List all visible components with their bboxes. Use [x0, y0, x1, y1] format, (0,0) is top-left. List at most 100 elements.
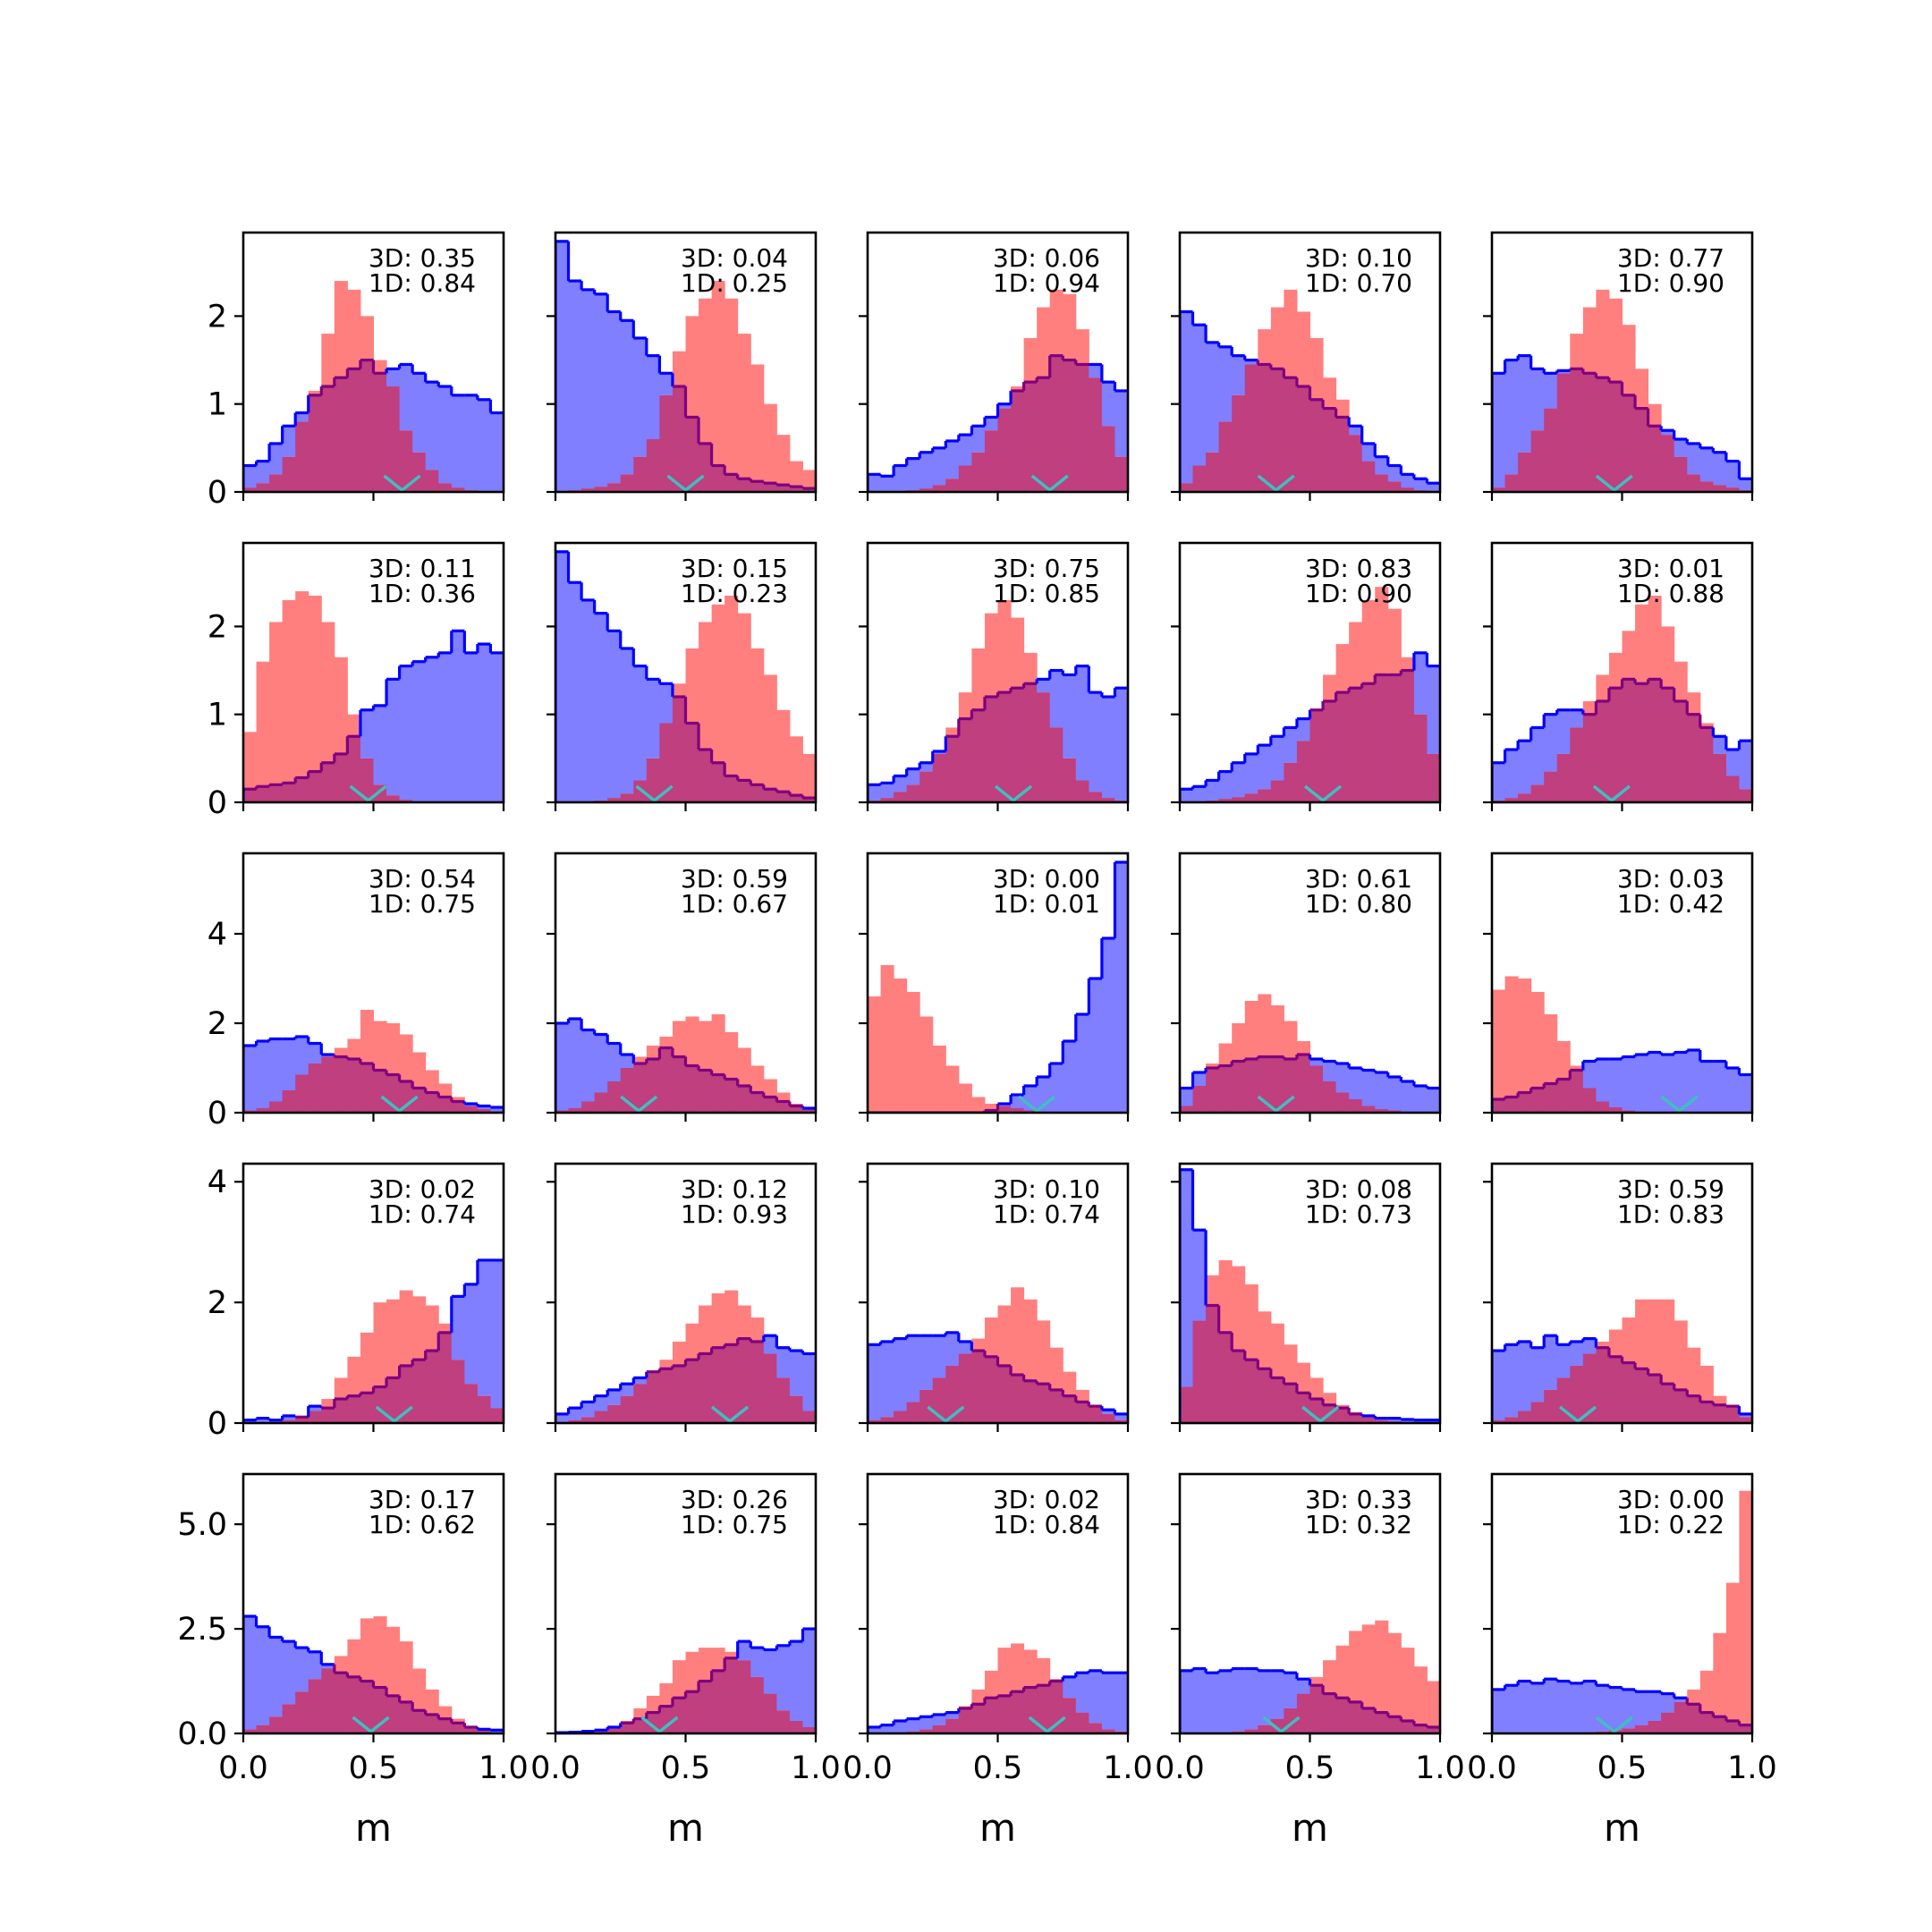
- red-bar: [672, 1021, 686, 1057]
- red-bar: [958, 1083, 972, 1113]
- overlap-bar: [399, 1081, 413, 1113]
- blue-bar: [1648, 1052, 1662, 1113]
- red-bar: [1687, 692, 1701, 715]
- annotation-1d: 1D: 0.85: [993, 579, 1100, 608]
- overlap-bar: [334, 1056, 348, 1113]
- blue-bar: [776, 1347, 791, 1378]
- red-bar: [971, 1097, 986, 1113]
- blue-bar: [295, 412, 309, 422]
- overlap-bar: [763, 789, 777, 802]
- overlap-bar: [607, 1081, 622, 1113]
- red-bar: [711, 281, 725, 466]
- blue-bar: [295, 1648, 309, 1692]
- red-bar: [1661, 626, 1675, 689]
- annotation-1d: 1D: 0.73: [1305, 1199, 1412, 1229]
- overlap-bar: [1037, 1685, 1051, 1733]
- blue-bar: [1218, 1670, 1233, 1733]
- red-bar: [1023, 1649, 1038, 1688]
- annotation-1d: 1D: 0.83: [1617, 1199, 1724, 1229]
- blue-bar: [1713, 452, 1727, 486]
- overlap-bar: [776, 485, 791, 492]
- blue-bar: [1713, 736, 1727, 754]
- blue-bar: [1725, 750, 1740, 776]
- x-axis-label: m: [1604, 1806, 1640, 1850]
- blue-bar: [1622, 1056, 1636, 1111]
- red-bar: [334, 1656, 348, 1674]
- overlap-bar: [607, 798, 622, 802]
- overlap-bar: [1661, 1384, 1675, 1423]
- blue-bar: [1309, 1059, 1324, 1066]
- overlap-bar: [399, 430, 413, 492]
- red-bar: [1075, 1389, 1089, 1402]
- blue-bar: [633, 665, 648, 781]
- estimate-marker: [1257, 1095, 1295, 1113]
- blue-bar: [1725, 461, 1740, 488]
- overlap-bar: [1037, 692, 1051, 802]
- blue-bar: [308, 1651, 322, 1680]
- overlap-bar: [1556, 1079, 1571, 1113]
- y-tick-label: 0: [208, 475, 227, 511]
- blue-bar: [1427, 1419, 1440, 1423]
- overlap-bar: [997, 1106, 1012, 1113]
- overlap-bar: [321, 1668, 335, 1733]
- blue-bar: [1570, 709, 1584, 728]
- blue-bar: [464, 394, 479, 491]
- blue-bar: [1114, 1413, 1128, 1420]
- overlap-bar: [1648, 1375, 1662, 1423]
- red-bar: [685, 316, 699, 418]
- overlap-bar: [1218, 799, 1233, 802]
- blue-bar: [399, 665, 413, 801]
- x-axis-label: m: [667, 1806, 704, 1850]
- blue-bar: [1244, 1668, 1258, 1730]
- overlap-bar: [1244, 1059, 1258, 1113]
- red-bar: [1284, 289, 1298, 378]
- overlap-bar: [906, 1402, 920, 1423]
- panel-plot-area: [555, 1627, 816, 1733]
- blue-bar: [1075, 1673, 1089, 1713]
- red-bar: [1375, 1620, 1389, 1713]
- overlap-bar: [1518, 452, 1532, 492]
- overlap-bar: [607, 1404, 622, 1423]
- blue-bar: [1518, 1341, 1532, 1411]
- blue-bar: [1192, 786, 1207, 802]
- annotation-1d: 1D: 0.94: [993, 268, 1100, 298]
- blue-bar: [750, 1648, 765, 1677]
- red-bar: [1582, 700, 1597, 715]
- red-bar: [1037, 307, 1051, 378]
- red-bar: [776, 435, 791, 486]
- blue-bar: [1075, 1014, 1089, 1113]
- overlap-bar: [1725, 487, 1740, 492]
- blue-bar: [451, 1296, 465, 1360]
- blue-bar: [1323, 1061, 1337, 1081]
- overlap-bar: [646, 758, 660, 802]
- red-bar: [984, 1670, 998, 1699]
- red-bar: [1309, 1676, 1324, 1686]
- overlap-bar: [1596, 1347, 1610, 1423]
- blue-bar: [1608, 1059, 1623, 1107]
- blue-bar: [620, 648, 634, 794]
- red-bar: [1570, 334, 1584, 369]
- blue-bar: [620, 1384, 634, 1396]
- y-tick-label: 2.5: [177, 1612, 227, 1648]
- overlap-bar: [1582, 373, 1597, 492]
- annotation-3d: 3D: 0.83: [1305, 554, 1412, 583]
- overlap-bar: [1661, 688, 1675, 802]
- red-bar: [971, 648, 986, 710]
- annotation-3d: 3D: 0.33: [1305, 1485, 1412, 1514]
- red-bar: [958, 692, 972, 719]
- x-tick-label: 0.5: [1285, 1750, 1335, 1786]
- overlap-bar: [932, 485, 946, 492]
- overlap-bar: [1608, 382, 1623, 492]
- annotation-1d: 1D: 0.74: [369, 1199, 476, 1229]
- red-bar: [360, 1618, 374, 1682]
- overlap-bar: [1556, 373, 1571, 492]
- red-bar: [1699, 1365, 1714, 1402]
- blue-bar: [1713, 1061, 1727, 1113]
- overlap-bar: [997, 1365, 1012, 1423]
- overlap-bar: [685, 1065, 699, 1113]
- red-bar: [1596, 674, 1610, 701]
- panel-plot-area: [243, 1010, 504, 1113]
- blue-bar: [1570, 1682, 1584, 1733]
